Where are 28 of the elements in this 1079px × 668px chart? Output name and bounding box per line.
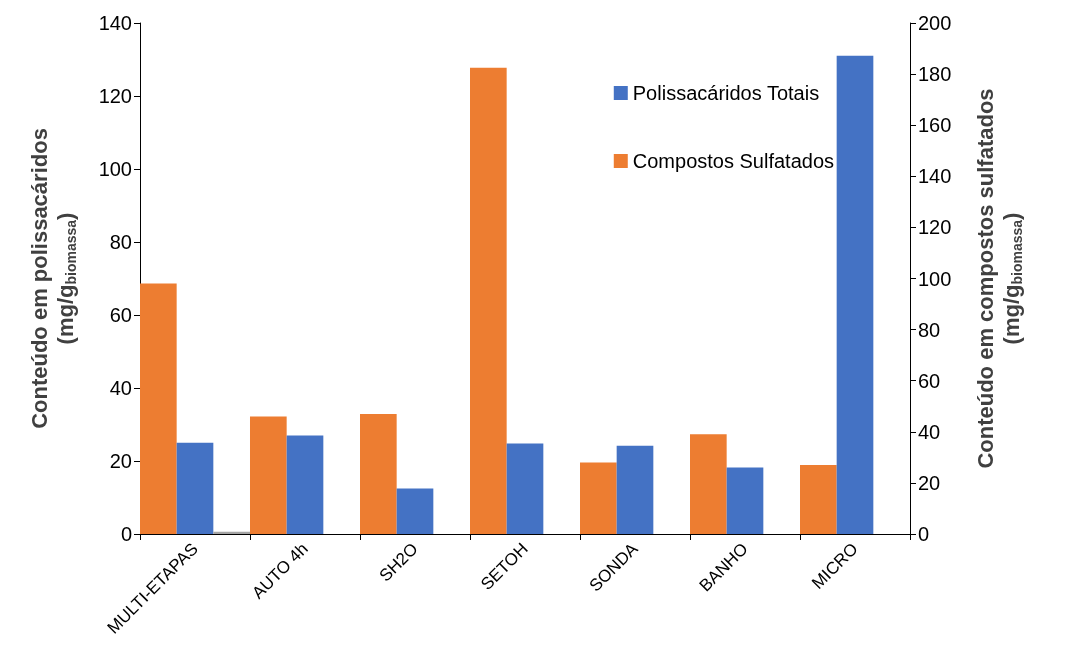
y-tick-label: 80 [109,231,132,253]
y-tick-label: 60 [109,304,132,326]
y-tick-label: 140 [98,12,132,34]
y2-tick-label: 20 [918,471,941,494]
y-tick-label: 120 [98,85,132,107]
bar [140,283,177,534]
y2-tick-label: 100 [918,267,952,290]
legend-label: Compostos Sulfatados [632,150,835,172]
bar [213,531,250,534]
bar [470,67,507,534]
y2-tick-label: 40 [918,420,941,443]
y-tick-label: 0 [120,523,132,545]
y-tick-label: 100 [98,158,132,180]
y2-tick-label: 60 [918,369,941,392]
y2-tick-label: 180 [918,63,952,86]
y-tick-label: 40 [109,377,132,399]
y2-tick-label: 80 [918,318,941,341]
y2-tick-label: 200 [918,12,952,34]
legend-label: Polissacáridos Totais [632,82,820,104]
bar [800,465,837,534]
y2-tick-label: 160 [918,114,952,137]
bar [836,55,874,534]
bar [506,443,544,534]
y2-tick-label: 0 [918,523,930,545]
y2-tick-label: 140 [918,165,952,188]
y2-tick-label: 120 [918,216,952,239]
y-tick-label: 20 [109,450,132,472]
bar [360,413,397,534]
